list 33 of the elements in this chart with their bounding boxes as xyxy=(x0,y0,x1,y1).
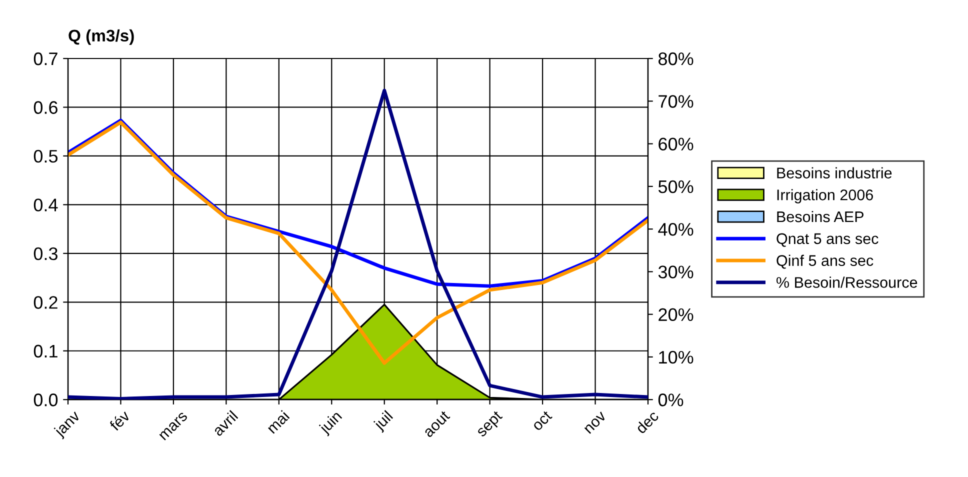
y2-tick-label: 30% xyxy=(658,266,694,278)
y2-tick-label: 40% xyxy=(658,222,694,236)
legend-label: % Besoin/Ressource xyxy=(776,276,918,288)
y-axis-title: Q (m3/s) xyxy=(68,29,134,45)
x-tick-label: juil xyxy=(372,410,396,433)
y-tick-label: 0.7 xyxy=(34,52,58,66)
x-tick-label: juin xyxy=(318,410,344,436)
legend-label: Qnat 5 ans sec xyxy=(776,233,878,247)
x-tick-label: nov xyxy=(584,411,607,434)
y-tick-label: 0.2 xyxy=(34,296,58,309)
legend-label: Besoins industrie xyxy=(777,167,892,178)
x-tick-label: mai xyxy=(266,410,290,434)
y-tick-label: 0.1 xyxy=(34,344,58,358)
y2-tick-label: 60% xyxy=(658,138,694,150)
y-tick-label: 0.4 xyxy=(34,198,58,212)
legend-label: Qinf 5 ans sec xyxy=(776,254,874,269)
y-tick-label: 0.5 xyxy=(34,150,58,163)
x-tick-label: dec xyxy=(634,410,660,434)
x-tick-label: oct xyxy=(532,410,553,432)
x-tick-label: fév xyxy=(108,409,131,432)
legend-label: Besoins AEP xyxy=(777,210,864,222)
y-tick-label: 0.6 xyxy=(34,101,58,114)
y2-tick-label: 50% xyxy=(658,180,694,194)
x-tick-label: aout xyxy=(422,410,450,438)
y-tick-label: 0.3 xyxy=(34,247,58,260)
x-tick-label: sept xyxy=(476,410,505,440)
y2-tick-label: 0% xyxy=(658,394,684,406)
y2-tick-label: 20% xyxy=(658,308,694,322)
y-tick-label: 0.0 xyxy=(34,394,58,406)
y2-tick-label: 70% xyxy=(658,95,694,108)
y2-tick-label: 10% xyxy=(659,350,694,364)
y2-tick-label: 80% xyxy=(658,52,694,66)
legend-label: Irrigation 2006 xyxy=(777,189,873,204)
